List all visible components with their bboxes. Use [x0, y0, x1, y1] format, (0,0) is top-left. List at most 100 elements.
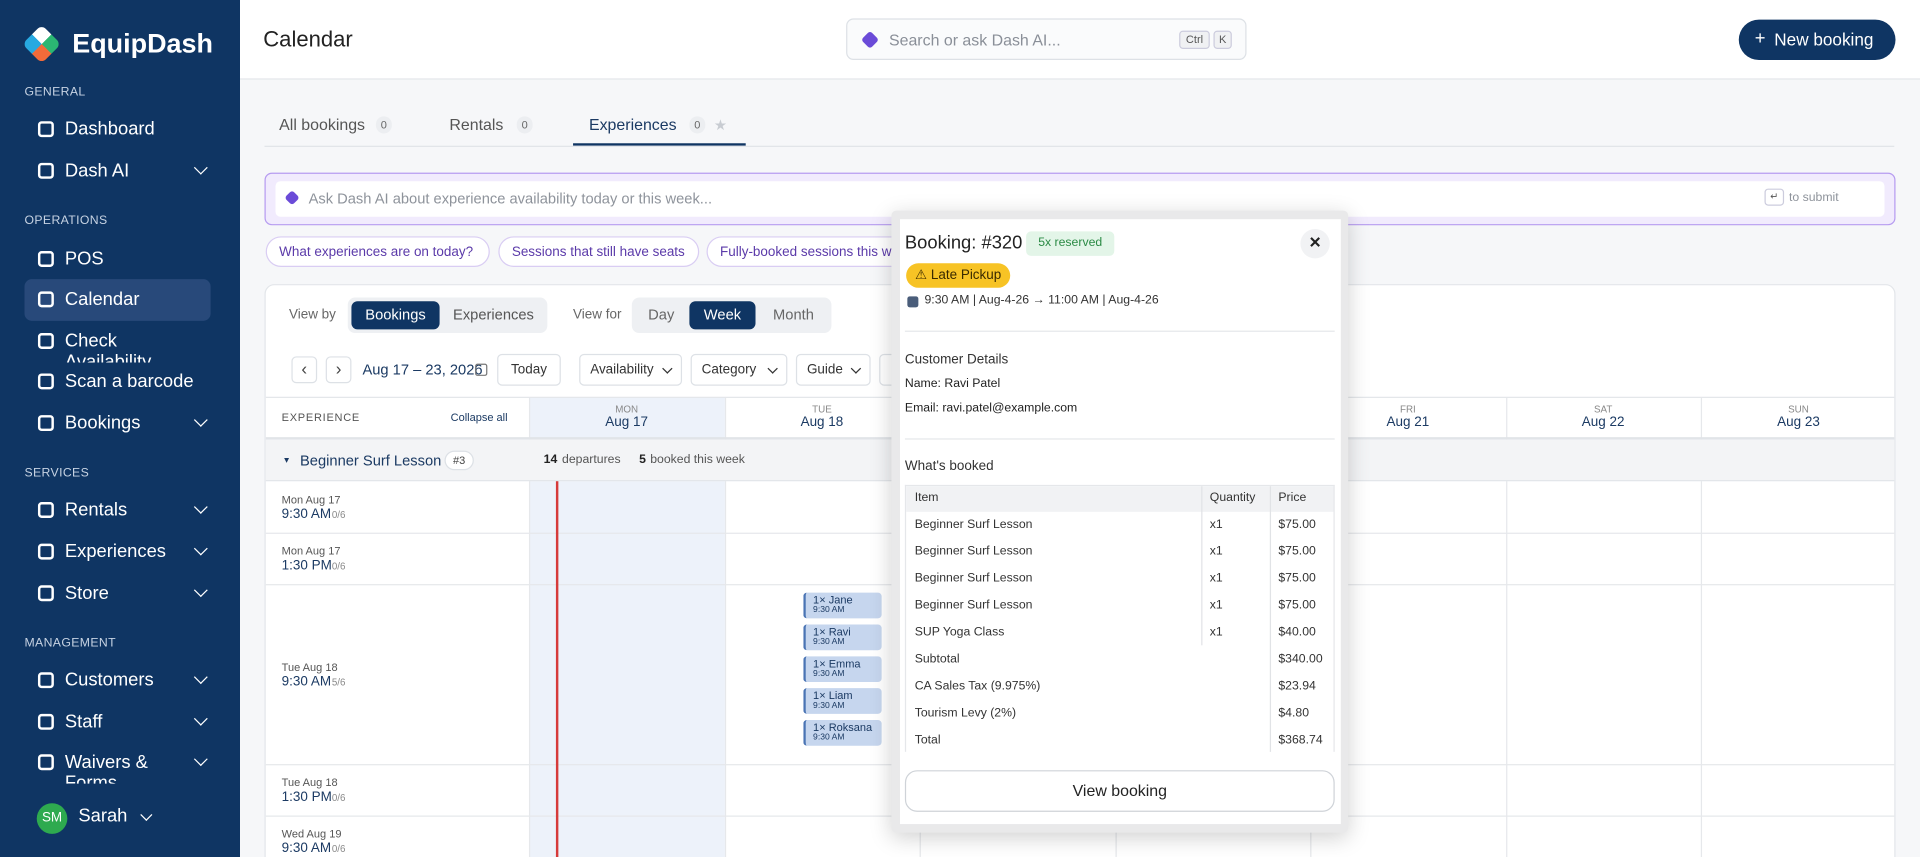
nav-item[interactable]: Customers — [24, 660, 210, 702]
search-icon — [860, 30, 880, 49]
day-weekday: MON — [615, 404, 639, 416]
day-weekday: TUE — [812, 404, 832, 416]
group-name[interactable]: Beginner Surf Lesson — [300, 451, 442, 469]
summary-label: CA Sales Tax (9.975%) — [914, 679, 1041, 694]
today-button[interactable]: Today — [497, 353, 561, 386]
booked-table: Item Quantity Price Beginner Surf Lesson x1 $… — [904, 484, 1335, 752]
new-booking-button[interactable]: + New booking — [1738, 19, 1896, 61]
nav-icon — [37, 291, 54, 308]
filter-dropdown[interactable]: Category — [690, 353, 788, 386]
table-cell: Beginner Surf Lesson — [914, 571, 1033, 586]
user-name[interactable]: Sarah — [78, 805, 128, 827]
header: Calendar Search or ask Dash AI... Ctrl K + Ne… — [240, 0, 1920, 80]
close-button[interactable]: × — [1300, 228, 1330, 259]
filter-dropdown[interactable]: Availability — [579, 353, 683, 386]
summary-label: Subtotal — [914, 652, 960, 667]
segment[interactable]: Day — [648, 306, 675, 324]
segment[interactable]: Month — [773, 306, 814, 324]
nav-label: Dashboard — [64, 118, 155, 140]
avatar[interactable]: SM — [36, 803, 68, 834]
nav-item[interactable]: Waivers & Forms — [24, 742, 210, 784]
booked-label: booked this week — [650, 453, 745, 467]
booking-chip[interactable]: 1× Liam 9:30 AM — [803, 688, 882, 714]
summary-label: Tourism Levy (2%) — [914, 706, 1017, 721]
search-placeholder: Search or ask Dash AI... — [888, 30, 1061, 49]
booking-chip[interactable]: 1× Roksana 9:30 AM — [803, 720, 882, 746]
chevron — [193, 160, 208, 175]
popup-panel: Booking: #320 5x reserved × ⚠ Late Pickup 9:… — [900, 219, 1341, 825]
nav-item[interactable]: Rentals — [24, 490, 210, 532]
slot-capacity: 0/6 — [331, 509, 346, 521]
slot-date: Mon Aug 17 — [281, 544, 341, 558]
column-divider — [1700, 397, 1703, 857]
table-cell: $75.00 — [1278, 598, 1316, 613]
nav-icon — [37, 333, 54, 349]
booking-name: 1× Ravi — [813, 625, 851, 638]
tab-label[interactable]: Rentals — [449, 115, 504, 134]
booking-chip[interactable]: 1× Ravi 9:30 AM — [803, 624, 882, 651]
nav-item[interactable]: Scan a barcode — [24, 361, 210, 403]
table-cell: $75.00 — [1278, 517, 1316, 532]
table-cell: Beginner Surf Lesson — [914, 517, 1033, 532]
tab-count: 0 — [689, 116, 706, 134]
day-date: Aug 21 — [1386, 415, 1430, 430]
key: K — [1213, 30, 1232, 49]
nav-icon — [37, 121, 54, 138]
nav-item[interactable]: Store — [24, 573, 210, 615]
suggestion-chip[interactable]: What experiences are on today? — [265, 236, 490, 267]
departures-count: 14 — [543, 453, 558, 467]
customer-email: Email: ravi.patel@example.com — [904, 401, 1078, 416]
chevron — [193, 752, 208, 767]
nav-label: Staff — [64, 711, 103, 733]
page-title: Calendar — [263, 26, 353, 52]
nav-label: Dash AI — [64, 160, 130, 182]
table-cell: Beginner Surf Lesson — [914, 598, 1033, 613]
tab-label[interactable]: All bookings — [279, 115, 366, 134]
nav-item[interactable]: Dash AI — [24, 151, 210, 193]
chevron — [193, 500, 208, 514]
table-column: Price — [1278, 491, 1307, 505]
booking-chip[interactable]: 1× Jane 9:30 AM — [803, 592, 882, 619]
date-range[interactable]: Aug 17 – 23, 2026 — [362, 361, 483, 379]
table-cell: x1 — [1209, 544, 1223, 559]
nav-item[interactable]: Staff — [24, 702, 210, 744]
segment[interactable]: Experiences — [453, 306, 534, 324]
summary-value: $368.74 — [1278, 733, 1323, 747]
filter-label: Guide — [806, 362, 843, 378]
slot-time: 9:30 AM — [281, 506, 332, 522]
nav-item[interactable]: Experiences — [24, 531, 210, 573]
nav-item[interactable]: Check Availability — [24, 321, 210, 362]
booked-heading: What's booked — [904, 459, 994, 474]
segment[interactable]: Bookings — [351, 301, 440, 330]
table-cell: $75.00 — [1278, 544, 1316, 559]
nav-icon — [37, 585, 54, 602]
nav-section-title: OPERATIONS — [24, 214, 108, 228]
tab-label[interactable]: Experiences — [588, 115, 677, 134]
booking-time: 9:30 AM — [813, 701, 845, 711]
nav-item[interactable]: POS — [24, 239, 210, 281]
booking-popup: Booking: #320 5x reserved × ⚠ Late Pickup 9:… — [891, 210, 1349, 833]
view-booking-button[interactable]: View booking — [904, 770, 1335, 812]
filter-dropdown[interactable]: Guide — [795, 353, 871, 386]
nav-arrow[interactable]: ‹ — [291, 356, 318, 384]
nav-arrow[interactable]: › — [325, 356, 352, 384]
nav-label: POS — [64, 248, 104, 270]
summary-value: $23.94 — [1278, 679, 1316, 694]
suggestion-chip[interactable]: Sessions that still have seats — [498, 236, 700, 267]
collapse-all[interactable]: Collapse all — [450, 411, 508, 424]
chevron — [193, 583, 208, 598]
nav-item[interactable]: Bookings — [24, 403, 210, 445]
booking-time: 9:30 AM — [813, 669, 845, 679]
day-weekday: FRI — [1399, 404, 1416, 416]
slot-date: Mon Aug 17 — [281, 493, 341, 506]
slot-capacity: 0/6 — [331, 560, 346, 572]
nav-item[interactable]: Calendar — [24, 279, 211, 321]
nav-label: Calendar — [64, 288, 140, 310]
nav-item[interactable]: Dashboard — [24, 109, 210, 151]
chevron — [193, 670, 208, 685]
booking-chip[interactable]: 1× Emma 9:30 AM — [803, 656, 882, 683]
search-box[interactable]: Search or ask Dash AI... Ctrl K — [846, 18, 1247, 61]
segment[interactable]: Week — [689, 301, 756, 330]
